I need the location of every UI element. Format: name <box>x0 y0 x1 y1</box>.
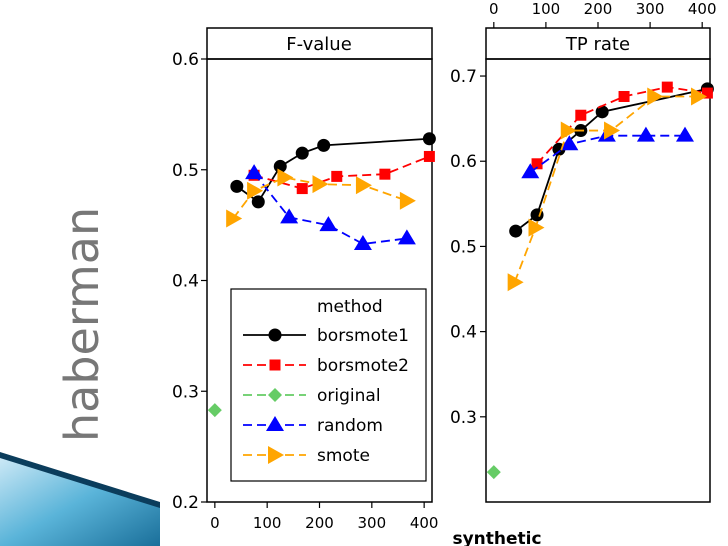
tp-rate-panel: TP rate <box>485 27 711 503</box>
data-point-original <box>486 465 501 480</box>
data-point-borsmote1 <box>230 179 244 193</box>
data-point-borsmote1 <box>422 132 436 146</box>
legend-marker-original <box>268 388 282 402</box>
y-tick-label: 0.4 <box>450 323 477 343</box>
panel-1-marks: 0.3 0.4 0.5 0.6 0.7 0 100 200 300 400 <box>450 0 717 480</box>
data-point-borsmote2 <box>701 87 713 99</box>
y-tick-label: 0.5 <box>450 237 477 257</box>
data-point-borsmote1 <box>595 105 609 119</box>
legend-marker-borsmote2 <box>269 359 281 371</box>
tp-rate-panel-title: TP rate <box>565 34 630 55</box>
data-point-random <box>636 126 655 142</box>
data-point-borsmote1 <box>251 195 265 209</box>
legend-marker-smote <box>268 446 284 464</box>
data-point-borsmote2 <box>379 168 391 180</box>
legend-box <box>230 288 427 482</box>
x-tick-label: 200 <box>584 0 613 18</box>
data-point-random <box>319 216 338 232</box>
y-tick-label: 0.6 <box>450 152 477 172</box>
data-point-smote <box>226 209 243 228</box>
legend-label-original: original <box>317 386 381 406</box>
data-point-random <box>280 208 299 224</box>
data-point-smote <box>691 87 708 106</box>
data-point-original <box>207 403 222 418</box>
f-value-strip <box>206 27 433 60</box>
data-point-random <box>560 135 579 151</box>
data-point-smote <box>604 121 621 140</box>
data-point-smote <box>399 191 416 210</box>
x-tick-label: 0 <box>210 514 220 532</box>
series-line-borsmote1 <box>515 87 708 232</box>
data-point-smote <box>355 176 372 195</box>
data-point-borsmote1 <box>317 138 331 152</box>
data-point-borsmote1 <box>273 159 287 173</box>
x-tick-label: 300 <box>358 514 387 532</box>
x-tick-label: 100 <box>532 0 561 18</box>
data-point-borsmote2 <box>575 109 587 121</box>
data-point-smote <box>560 121 577 140</box>
legend-label-smote: smote <box>317 446 370 466</box>
tp-rate-plot-frame <box>485 58 711 503</box>
x-tick-label: 400 <box>688 0 717 18</box>
corner-accent <box>0 452 160 546</box>
legend-marker-borsmote1 <box>268 328 282 342</box>
y-tick-label: 0.2 <box>172 493 199 513</box>
x-tick-label: 100 <box>253 514 282 532</box>
data-point-smote <box>647 87 664 106</box>
data-point-smote <box>507 273 524 292</box>
x-tick-label: 400 <box>410 514 439 532</box>
data-point-random <box>353 234 372 250</box>
y-tick-label: 0.3 <box>172 382 199 402</box>
data-point-random <box>521 163 540 179</box>
data-point-borsmote1 <box>295 146 309 160</box>
x-axis-label: synthetic <box>452 529 541 546</box>
legend-label-borsmote2: borsmote2 <box>317 356 409 376</box>
data-point-random <box>245 164 264 180</box>
y-tick-label: 0.5 <box>172 161 199 181</box>
legend: method borsmote1 borsmote2 original random s… <box>230 288 427 482</box>
legend-title: method <box>317 297 383 317</box>
data-point-borsmote2 <box>331 170 343 182</box>
f-value-panel-title: F-value <box>286 34 352 55</box>
x-tick-label: 200 <box>305 514 334 532</box>
slide-title: haberman <box>55 207 109 442</box>
data-point-smote <box>247 181 264 200</box>
data-point-borsmote2 <box>423 150 435 162</box>
legend-label-borsmote1: borsmote1 <box>317 326 409 346</box>
x-tick-label: 0 <box>489 0 499 18</box>
data-point-smote <box>312 175 329 194</box>
data-point-smote <box>277 168 294 187</box>
y-tick-label: 0.7 <box>450 67 477 87</box>
legend-marker-random <box>266 416 284 431</box>
y-tick-label: 0.6 <box>172 50 199 70</box>
y-tick-label: 0.3 <box>450 408 477 428</box>
data-point-borsmote2 <box>618 90 630 102</box>
data-point-borsmote2 <box>531 158 543 170</box>
data-point-borsmote1 <box>509 224 523 238</box>
data-point-borsmote2 <box>661 81 673 93</box>
chart-marks: 0.2 0.3 0.4 0.5 0.6 0 100 200 300 400 0.3 0.4 0.5 0.6… <box>172 0 717 532</box>
x-tick-label: 300 <box>636 0 665 18</box>
data-point-smote <box>528 218 545 237</box>
data-point-random <box>397 229 416 245</box>
data-point-borsmote2 <box>296 183 308 195</box>
legend-label-random: random <box>317 416 383 436</box>
panel-0-marks: 0.2 0.3 0.4 0.5 0.6 0 100 200 300 400 <box>172 50 439 532</box>
data-point-random <box>675 126 694 142</box>
y-tick-label: 0.4 <box>172 272 199 292</box>
